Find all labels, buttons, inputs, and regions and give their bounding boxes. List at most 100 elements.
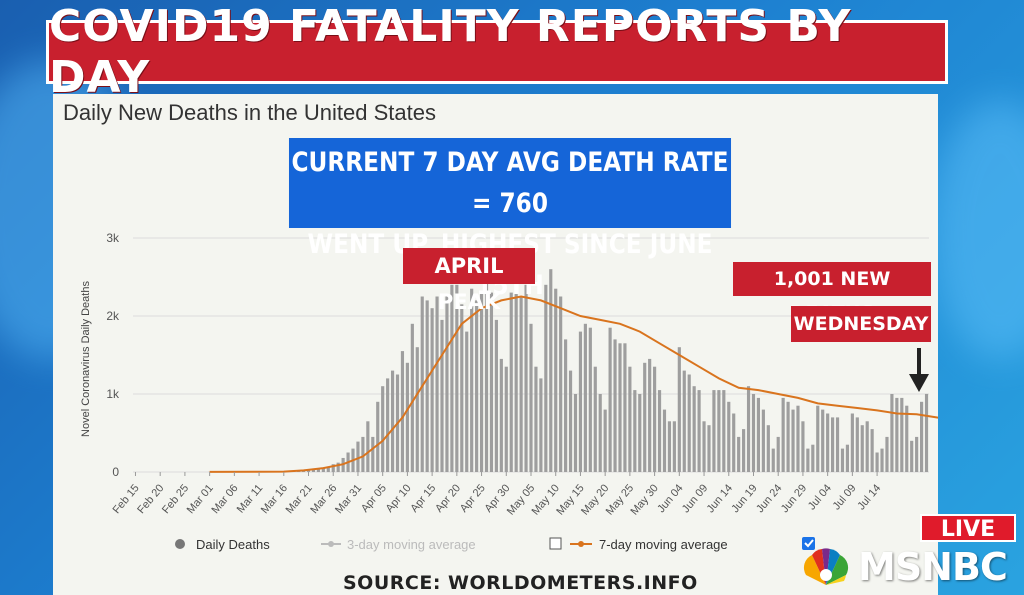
daily-death-bar [672,421,676,472]
daily-death-bar [489,292,494,472]
daily-death-bar [499,358,503,472]
daily-death-bar [786,401,790,472]
daily-death-bar [410,323,414,472]
daily-death-bar [880,448,884,472]
checkmark-icon [804,539,814,548]
daily-death-bar [475,300,479,472]
daily-death-bar [568,370,573,472]
daily-death-bar [756,397,761,472]
daily-death-bar [445,296,449,472]
daily-death-bar [667,421,672,472]
y-tick-label: 3k [106,231,120,245]
daily-death-bar [603,409,607,472]
daily-death-bar [722,390,726,472]
daily-death-bar [331,464,335,472]
daily-death-bar [470,288,474,472]
y-axis: 0 1k 2k 3k [106,231,120,479]
daily-death-bar [311,469,316,472]
legend-label-daily[interactable]: Daily Deaths [196,537,270,552]
x-tick-label: Jun 19 [729,482,759,515]
daily-death-bar [776,436,780,472]
daily-death-bar [816,405,820,472]
daily-death-bar [905,405,909,472]
daily-death-bar [746,386,751,472]
daily-death-bar [376,401,380,472]
daily-death-bar [371,436,375,472]
y-tick-label: 1k [106,387,120,401]
x-tick-label: Jun 04 [655,482,685,515]
daily-death-bar [875,452,879,472]
april-peak-label: APRIL PEAK [434,254,504,314]
daily-death-bar [682,370,686,472]
legend-label-7day[interactable]: 7-day moving average [599,537,728,552]
legend-checkbox-7day[interactable] [549,537,562,550]
source-caption: SOURCE: WORLDOMETERS.INFO [343,572,698,594]
daily-death-bar [677,347,681,472]
daily-death-bar [806,448,810,472]
daily-death-bar [440,319,444,472]
daily-death-bar [494,319,498,472]
x-tick-label: Jun 29 [779,482,809,515]
bg-glow-2 [930,100,1024,360]
chart-svg: 0 1k 2k 3k Novel Coronavirus Daily Deaths F… [80,231,938,552]
daily-death-bar [657,390,662,472]
daily-death-bar [732,413,736,472]
daily-death-bar [549,269,553,472]
legend-dot-3day [328,541,334,547]
daily-death-bar [356,441,360,472]
daily-death-bar [924,393,929,472]
headline-title: COVID19 FATALITY REPORTS BY DAY [49,1,852,103]
bars-series [208,269,929,472]
x-tick-label: Jun 14 [705,482,735,515]
daily-death-bar [539,378,543,472]
daily-death-bar [583,323,587,472]
daily-death-bar [633,390,637,472]
daily-death-bar [450,284,454,472]
april-peak-callout: APRIL PEAK [403,248,535,314]
current-average-line1: CURRENT 7 DAY AVG DEATH RATE = 760 [291,147,729,219]
daily-death-bar [697,390,701,472]
x-tick-label: Apr 25 [458,482,488,515]
daily-death-bar [430,308,434,472]
daily-death-bar [860,425,864,472]
legend-label-3day[interactable]: 3-day moving average [347,537,476,552]
daily-death-bar [821,409,825,472]
daily-death-bar [598,394,602,472]
daily-death-bar [727,401,731,472]
x-tick-label: Jul 04 [806,482,834,512]
x-tick-label: Mar 31 [333,482,364,516]
daily-death-bar [692,386,696,472]
daily-death-bar [504,366,508,472]
x-tick-label: Apr 05 [359,482,389,515]
daily-death-bar [791,409,795,472]
x-tick-label: Apr 20 [433,482,463,515]
x-tick-label: Jun 09 [680,482,710,515]
seven-day-average-line [209,295,938,473]
x-tick-label: May 30 [629,482,661,517]
daily-death-bar [564,339,568,472]
daily-death-bar [766,425,770,472]
daily-death-bar [771,448,775,472]
daily-death-bar [850,413,854,472]
daily-death-bar [865,421,869,472]
daily-death-bar [653,366,657,472]
x-tick-label: Mar 06 [209,482,240,516]
daily-death-bar [608,327,612,472]
daily-death-bar [895,397,899,472]
daily-death-bar [618,343,622,472]
daily-death-bar [717,390,721,472]
daily-death-bar [400,351,405,472]
daily-death-bar [465,331,469,472]
daily-death-bar [316,468,320,472]
daily-death-bar [361,436,365,472]
daily-death-bar [336,462,340,472]
daily-death-bar [306,469,311,472]
daily-death-bar [544,284,548,472]
daily-death-bar [588,327,592,472]
live-badge: LIVE [920,514,1016,542]
daily-death-bar [386,378,390,472]
daily-death-bar [381,386,385,472]
daily-death-bar [761,409,765,472]
legend-dot-daily [175,539,185,549]
